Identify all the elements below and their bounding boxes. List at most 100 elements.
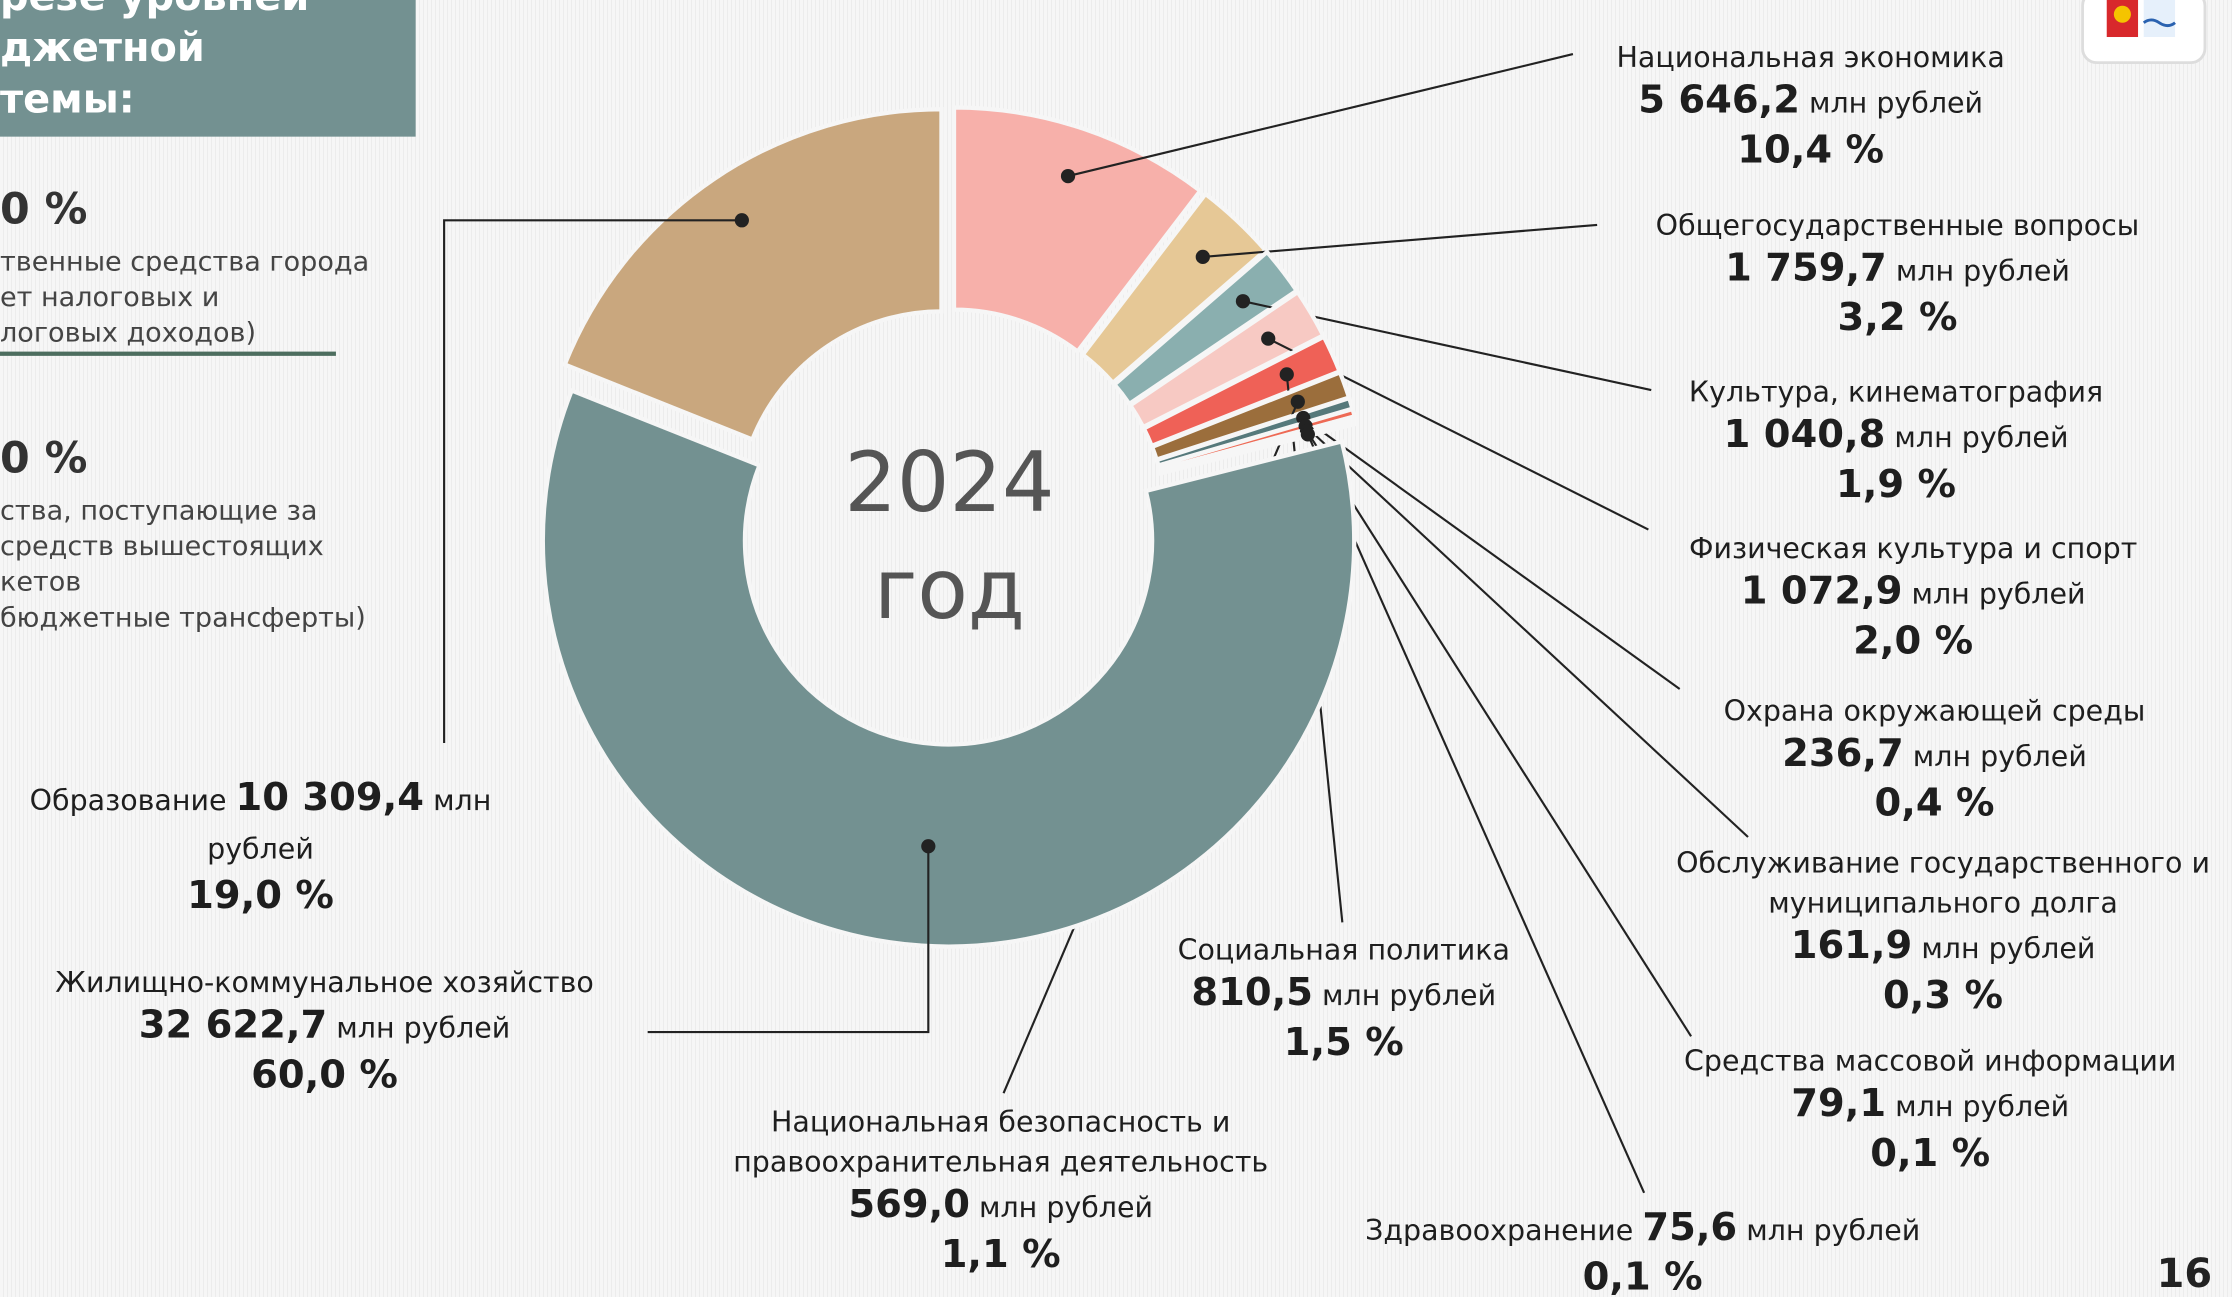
leader-line xyxy=(1304,425,1749,838)
category-name: Национальная экономика xyxy=(1616,39,2005,75)
share-label: 19,0 % xyxy=(187,874,334,919)
label-row: 810,5 млн рублей xyxy=(1116,969,1572,1019)
share-label: 0,1 % xyxy=(1870,1131,1991,1176)
unit: млн рублей xyxy=(1912,738,2087,773)
slice-label: Образование 10 309,4 млн рублей 19,0 % xyxy=(0,774,524,921)
value-label: 32 622,7 xyxy=(138,1003,328,1048)
header-line: джетной xyxy=(0,24,205,72)
unit: млн рублей xyxy=(1809,85,1984,120)
slice-label: Национальная безопасность и правоохранит… xyxy=(695,1102,1307,1280)
leader-dot xyxy=(1195,249,1210,265)
label-row: 1 040,8 млн рублей xyxy=(1597,411,2195,461)
value-label: 79,1 xyxy=(1791,1081,1887,1126)
unit: млн рублей xyxy=(1895,253,2070,288)
unit: млн рублей xyxy=(1894,419,2069,455)
unit: млн рублей xyxy=(336,1010,511,1045)
share-label: 1,9 % xyxy=(1836,462,1957,507)
left-line: ет налоговых и xyxy=(0,281,220,314)
leader-line xyxy=(1306,433,1646,1194)
value-label: 1 759,7 xyxy=(1725,246,1887,291)
slice-label: Средства массовой информации 79,1 млн руб… xyxy=(1631,1041,2229,1179)
left-percent: 0 % xyxy=(0,434,88,484)
leader-line xyxy=(443,219,742,744)
value-label: 1 040,8 xyxy=(1723,412,1886,457)
leader-dot xyxy=(1261,331,1276,346)
slice-label: Жилищно-коммунальное хозяйство 32 622,7 м… xyxy=(11,962,637,1100)
share-label: 0,1 % xyxy=(1582,1255,1703,1297)
center-year: 2024 xyxy=(844,434,1055,531)
category-name: Обслуживание государственного и муниципа… xyxy=(1676,845,2210,920)
share-label: 1,5 % xyxy=(1283,1020,1404,1065)
label-row: Здравоохранение 75,6 млн рублей xyxy=(1315,1204,1970,1254)
leader-line xyxy=(1302,417,1681,690)
share-label: 60,0 % xyxy=(251,1053,398,1098)
slice-label: Здравоохранение 75,6 млн рублей 0,1 % xyxy=(1315,1204,1970,1297)
label-row: 1 759,7 млн рублей xyxy=(1599,245,2197,295)
value-label: 161,9 xyxy=(1790,923,1913,968)
category-name: Социальная политика xyxy=(1177,932,1510,967)
leader-line xyxy=(1202,223,1598,258)
leader-dot xyxy=(1235,294,1251,309)
slice-label: Национальная экономика 5 646,2 млн рублей… xyxy=(1512,37,2110,175)
leader-dot xyxy=(1300,427,1315,442)
label-row: Образование 10 309,4 млн рублей xyxy=(0,774,524,872)
logo xyxy=(2081,0,2207,65)
category-name: Жилищно-коммунальное хозяйство xyxy=(55,965,594,1000)
unit: млн рублей xyxy=(1322,977,1497,1013)
label-row: 32 622,7 млн рублей xyxy=(11,1002,637,1052)
unit: млн рублей xyxy=(1921,930,2096,966)
left-percent: 0 % xyxy=(0,185,88,235)
left-line: бюджетные трансферты) xyxy=(0,602,366,634)
share-label: 10,4 % xyxy=(1737,128,1885,173)
category-name: Национальная безопасность и правоохранит… xyxy=(733,1104,1269,1179)
leader-dot xyxy=(921,839,936,854)
unit: млн рублей xyxy=(978,1190,1154,1225)
category-name: Образование xyxy=(29,782,227,818)
unit: млн рублей xyxy=(207,782,492,866)
slice-label: Общегосударственные вопросы 1 759,7 млн р… xyxy=(1599,205,2197,343)
label-row: 1 072,9 млн рублей xyxy=(1614,568,2212,618)
leader-line xyxy=(647,846,930,1034)
value-label: 1 072,9 xyxy=(1740,569,1903,614)
slice xyxy=(561,107,944,443)
left-line: кетов xyxy=(0,566,82,598)
category-name: Общегосударственные вопросы xyxy=(1655,207,2140,242)
slice-label: Культура, кинематография 1 040,8 млн рубл… xyxy=(1597,372,2195,510)
slice xyxy=(1079,190,1269,386)
value-label: 75,6 xyxy=(1642,1205,1738,1250)
label-row: 5 646,2 млн рублей xyxy=(1512,77,2110,127)
left-block: 0 % ства, поступающие за средств вышесто… xyxy=(0,434,366,636)
slice-label: Физическая культура и спорт 1 072,9 млн р… xyxy=(1614,528,2212,666)
left-line: средств вышестоящих xyxy=(0,530,324,563)
share-label: 1,1 % xyxy=(940,1232,1061,1277)
slice-label: Обслуживание государственного и муниципа… xyxy=(1651,843,2232,1021)
center-word: год xyxy=(873,540,1025,638)
unit: млн рублей xyxy=(1895,1088,2070,1124)
category-name: Культура, кинематография xyxy=(1688,374,2104,409)
leader-dot xyxy=(734,213,749,228)
leader-dot xyxy=(1290,394,1305,409)
slice-label: Социальная политика 810,5 млн рублей 1,5 % xyxy=(1116,930,1572,1068)
unit: млн рублей xyxy=(1911,576,2086,611)
leader-dot xyxy=(1279,367,1294,382)
value-label: 810,5 xyxy=(1191,970,1313,1015)
share-label: 3,2 % xyxy=(1837,296,1958,341)
leader-line xyxy=(1067,53,1574,178)
share-label: 0,3 % xyxy=(1883,973,2004,1018)
category-name: Охрана окружающей среды xyxy=(1723,693,2146,728)
slice xyxy=(540,387,1357,949)
left-line: логовых доходов) xyxy=(0,316,336,356)
leader-dot xyxy=(1060,168,1076,184)
label-row: 161,9 млн рублей xyxy=(1651,922,2232,972)
page-number: 16 xyxy=(2156,1249,2213,1297)
value-label: 236,7 xyxy=(1782,731,1904,776)
label-row: 79,1 млн рублей xyxy=(1631,1080,2229,1130)
share-label: 0,4 % xyxy=(1874,781,1995,826)
left-block: 0 % твенные средства города ет налоговых… xyxy=(0,185,369,356)
category-name: Здравоохранение xyxy=(1365,1212,1634,1247)
value-label: 5 646,2 xyxy=(1638,78,1800,123)
value-label: 10 309,4 xyxy=(235,775,425,820)
header-box: резе уровней джетной темы: xyxy=(0,0,416,137)
